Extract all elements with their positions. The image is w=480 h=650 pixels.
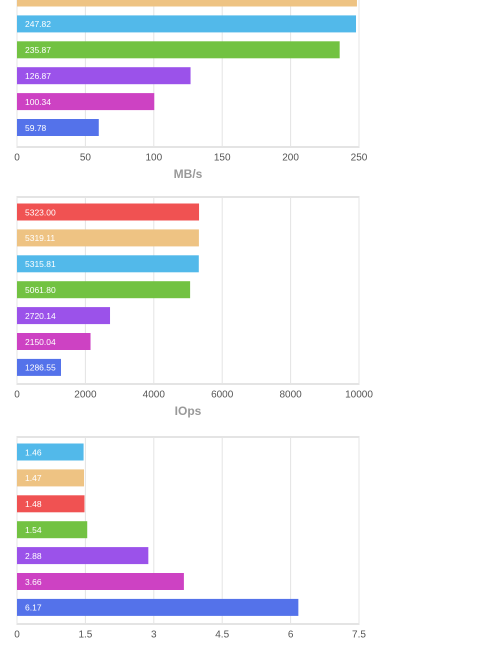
x-tick-label: 4000 — [143, 390, 166, 401]
value-label: 247.82 — [25, 19, 51, 29]
value-label: 126.87 — [25, 71, 51, 81]
bar — [17, 229, 199, 247]
x-tick-label: 150 — [214, 153, 231, 164]
bar — [17, 93, 155, 111]
x-tick-label: 100 — [145, 153, 162, 164]
value-label: 2.88 — [25, 551, 42, 561]
bar — [17, 495, 85, 513]
bar — [17, 203, 200, 221]
bar — [17, 255, 199, 273]
x-tick-label: 10000 — [345, 390, 373, 401]
bar — [17, 15, 357, 33]
x-tick-label: 200 — [282, 153, 299, 164]
value-label: 235.87 — [25, 45, 51, 55]
bar — [17, 119, 99, 136]
value-label: 5315.81 — [25, 259, 56, 269]
value-label: 59.78 — [25, 123, 47, 133]
value-label: 1286.55 — [25, 363, 56, 373]
x-tick-label: 4.5 — [215, 630, 229, 641]
bar — [17, 0, 357, 7]
bar — [17, 598, 299, 616]
bar — [17, 41, 340, 59]
value-label: 6.17 — [25, 603, 42, 613]
x-tick-label: 8000 — [279, 390, 302, 401]
value-label: 2150.04 — [25, 337, 56, 347]
value-label: 1.54 — [25, 525, 42, 535]
x-axis-title: IOps — [175, 404, 202, 418]
value-label: 5323.00 — [25, 207, 56, 217]
bar — [17, 281, 191, 299]
bar — [17, 547, 149, 565]
x-tick-label: 6000 — [211, 390, 234, 401]
value-label: 5061.80 — [25, 285, 56, 295]
value-label: 100.34 — [25, 97, 51, 107]
bar — [17, 573, 184, 590]
x-tick-label: 250 — [351, 153, 368, 164]
value-label: 1.46 — [25, 447, 42, 457]
x-tick-label: 50 — [80, 153, 92, 164]
bar — [17, 358, 62, 376]
value-label: 5319.11 — [25, 233, 55, 243]
x-axis-title: MB/s — [174, 167, 203, 181]
value-label: 3.66 — [25, 577, 42, 587]
bar — [17, 333, 91, 350]
x-tick-label: 0 — [14, 630, 20, 641]
x-tick-label: 0 — [14, 153, 20, 164]
x-tick-label: 3 — [151, 630, 157, 641]
x-tick-label: 7.5 — [352, 630, 366, 641]
bar — [17, 521, 88, 539]
bar — [17, 307, 111, 325]
x-tick-label: 1.5 — [78, 630, 92, 641]
value-label: 1.47 — [25, 473, 42, 483]
x-tick-label: 0 — [14, 390, 20, 401]
bar — [17, 469, 85, 487]
bar — [17, 443, 84, 461]
value-label: 2720.14 — [25, 311, 56, 321]
x-tick-label: 2000 — [74, 390, 97, 401]
x-tick-label: 6 — [288, 630, 294, 641]
value-label: 1.48 — [25, 499, 42, 509]
bar — [17, 67, 191, 85]
